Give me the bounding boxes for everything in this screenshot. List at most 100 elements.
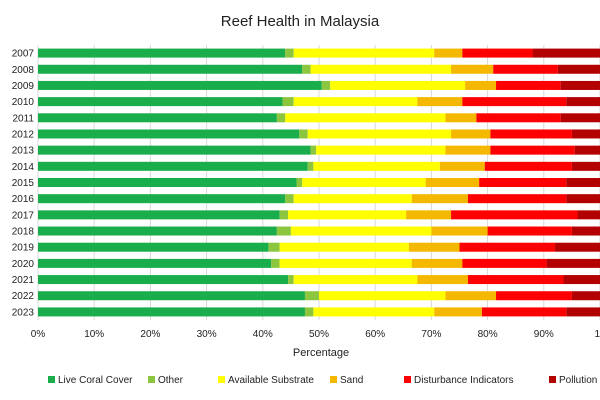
legend-label: Disturbance Indicators <box>414 375 514 386</box>
bar-segment <box>425 178 480 187</box>
bar-segment <box>445 291 497 301</box>
bar-segment <box>299 129 308 139</box>
bar-segment <box>288 210 407 220</box>
y-tick-label: 2010 <box>12 97 35 108</box>
x-tick-label: 60% <box>365 329 385 340</box>
y-tick-label: 2018 <box>12 227 35 238</box>
bar-segment <box>459 242 556 252</box>
y-tick-label: 2019 <box>12 243 35 254</box>
bar-segment <box>571 291 600 301</box>
y-tick-label: 2017 <box>12 210 35 221</box>
legend-label: Other <box>158 375 184 386</box>
bar-segment <box>406 210 452 220</box>
bar-segment <box>434 48 463 58</box>
bar-segment <box>38 161 308 171</box>
bar-segment <box>268 242 280 252</box>
legend-label: Pollution Indicators <box>559 375 600 386</box>
bar-segment <box>330 80 466 90</box>
x-tick-label: 80% <box>478 329 498 340</box>
bar-segment <box>38 242 269 252</box>
bar-segment <box>465 80 497 90</box>
bar-segment <box>481 307 567 317</box>
bar-segment <box>411 194 468 204</box>
bar-segment <box>285 194 294 204</box>
bar-segment <box>496 291 572 301</box>
bar-segment <box>38 210 280 220</box>
bar-segment <box>487 226 572 236</box>
bar-segment <box>467 275 564 285</box>
x-tick-labels: 0% 10% 20% 30% 40% 50% 60% 70% 80% 90% 10 <box>31 329 600 340</box>
bar-segment <box>279 258 412 268</box>
x-axis-label: Percentage <box>293 347 349 359</box>
bar-segment <box>296 178 303 187</box>
legend-label: Live Coral Cover <box>58 375 133 386</box>
bar-segment <box>310 64 452 74</box>
x-tick-label: 10 <box>594 329 600 340</box>
bar-segment <box>571 226 600 236</box>
bar-segment <box>411 258 463 268</box>
bar-segment <box>462 97 567 107</box>
y-tick-label: 2016 <box>12 194 35 205</box>
x-tick-label: 70% <box>421 329 441 340</box>
bar-segment <box>38 194 286 204</box>
y-tick-label: 2008 <box>12 65 35 76</box>
bar-segment <box>445 145 491 155</box>
bar-segment <box>462 258 547 268</box>
bar-segment <box>574 145 600 155</box>
y-tick-label: 2014 <box>12 162 35 173</box>
bar-segment <box>417 97 463 107</box>
bar-segment <box>490 129 572 139</box>
bar-segment <box>577 210 600 220</box>
bar-segment <box>479 178 567 187</box>
bar-segment <box>38 80 322 90</box>
bar-segment <box>38 178 297 187</box>
bar-segment <box>307 161 314 171</box>
bar-segment <box>484 161 572 171</box>
chart-title: Reef Health in Malaysia <box>221 13 380 30</box>
y-tick-label: 2020 <box>12 259 35 270</box>
y-tick-label: 2022 <box>12 291 35 302</box>
bar-segment <box>431 226 488 236</box>
bar-segment <box>38 258 272 268</box>
x-tick-label: 30% <box>197 329 217 340</box>
bar-segment <box>493 64 558 74</box>
bar-segment <box>566 178 600 187</box>
bar-segment <box>566 194 600 204</box>
bar-segment <box>451 129 491 139</box>
bar-segment <box>532 48 600 58</box>
bar-segment <box>302 64 311 74</box>
y-tick-labels: 2007 2008 2009 2010 2011 2012 2013 2014 2015 2016… <box>12 49 35 319</box>
x-tick-label: 40% <box>253 329 273 340</box>
bar-segment <box>408 242 460 252</box>
bar-segment <box>304 307 314 317</box>
legend-swatch <box>330 376 337 383</box>
x-tick-label: 10% <box>84 329 104 340</box>
bar-segment <box>451 210 578 220</box>
bar-segment <box>279 210 289 220</box>
bar-segment <box>467 194 567 204</box>
bar-segment <box>293 48 435 58</box>
bar-segment <box>279 242 409 252</box>
bar-segment <box>417 275 468 285</box>
bar-segment <box>321 80 331 90</box>
bar-segment <box>293 194 412 204</box>
bar-segment <box>566 97 600 107</box>
legend-label: Sand <box>340 375 363 386</box>
bar-segment <box>560 113 600 123</box>
bar-segment <box>496 80 561 90</box>
bar-segment <box>546 258 600 268</box>
bar-segment <box>293 97 418 107</box>
bar-segment <box>571 129 600 139</box>
bar-segment <box>282 97 294 107</box>
legend-swatch <box>218 376 225 383</box>
legend-swatch <box>404 376 411 383</box>
bar-segment <box>571 161 600 171</box>
legend-label: Available Substrate <box>228 375 314 386</box>
bar-segment <box>285 113 446 123</box>
bar-segment <box>313 161 440 171</box>
bar-segment <box>451 64 494 74</box>
legend: Live Coral Cover Other Available Substrate… <box>48 375 600 386</box>
bar-segment <box>285 48 294 58</box>
legend-swatch <box>549 376 556 383</box>
bar-segment <box>560 80 600 90</box>
